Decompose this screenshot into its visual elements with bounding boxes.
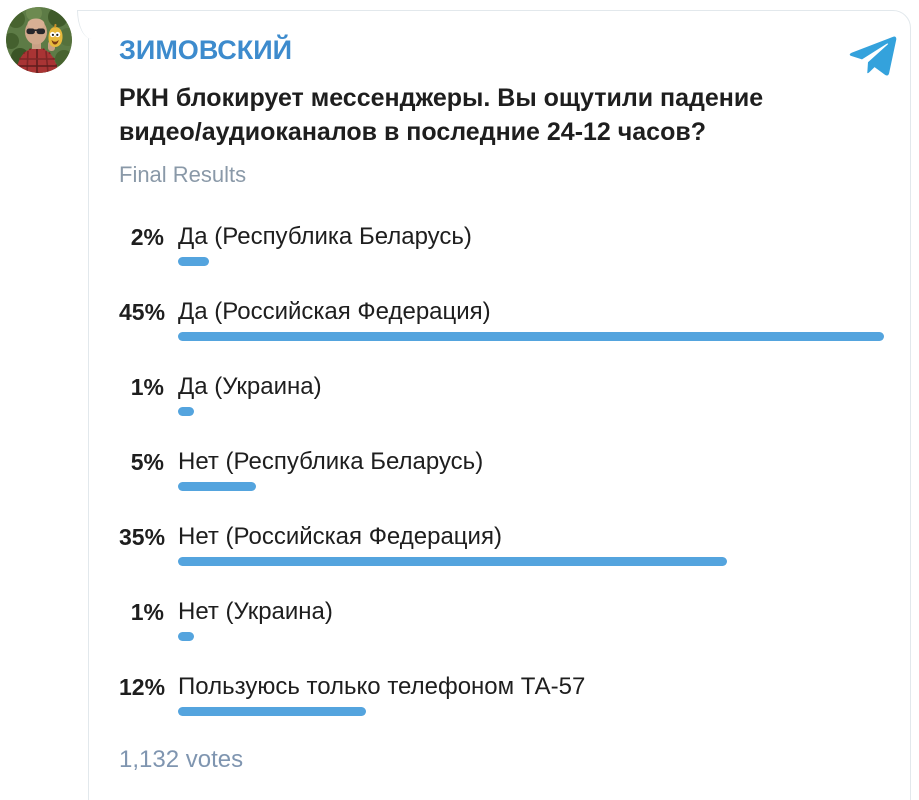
- option-percent: 35%: [119, 524, 166, 550]
- channel-avatar[interactable]: [6, 7, 72, 73]
- poll-options: 2% Да (Республика Беларусь) 45% Да (Росс…: [119, 221, 884, 716]
- telegram-paper-plane-icon[interactable]: [842, 25, 904, 87]
- option-result-bar: [178, 407, 194, 416]
- poll-option-row: 5% Нет (Республика Беларусь): [119, 446, 880, 491]
- channel-name[interactable]: ЗИМОВСКИЙ: [119, 35, 293, 65]
- poll-option-row: 45% Да (Российская Федерация): [119, 296, 884, 341]
- option-percent: 5%: [130, 449, 164, 475]
- option-result-bar: [178, 332, 884, 341]
- option-result-bar: [178, 482, 257, 491]
- option-percent: 2%: [130, 224, 164, 250]
- option-main: Да (Республика Беларусь): [178, 221, 472, 266]
- message-bubble: ЗИМОВСКИЙ РКН блокирует мессенджеры. Вы …: [76, 9, 911, 800]
- option-main: Да (Украина): [178, 371, 322, 416]
- option-label: Нет (Российская Федерация): [178, 523, 502, 550]
- option-main: Да (Российская Федерация): [178, 296, 884, 341]
- option-main: Пользуюсь только телефоном ТА-57: [178, 671, 585, 716]
- poll-option-row: 35% Нет (Российская Федерация): [119, 521, 880, 566]
- option-label: Нет (Украина): [178, 598, 333, 625]
- poll-option-row: 12% Пользуюсь только телефоном ТА-57: [119, 671, 880, 716]
- option-main: Нет (Республика Беларусь): [178, 446, 483, 491]
- option-label: Да (Украина): [178, 373, 322, 400]
- option-label: Да (Российская Федерация): [178, 298, 491, 325]
- option-percent: 1%: [130, 374, 164, 400]
- poll-option-row: 2% Да (Республика Беларусь): [119, 221, 880, 266]
- option-percent: 1%: [130, 599, 164, 625]
- option-percent: 45%: [119, 299, 166, 325]
- poll-option-row: 1% Да (Украина): [119, 371, 880, 416]
- option-result-bar: [178, 257, 210, 266]
- poll-status-label: Final Results: [119, 162, 247, 187]
- poll-question: РКН блокирует мессенджеры. Вы ощутили па…: [119, 84, 764, 146]
- poll-votes-count: 1,132 votes: [119, 746, 244, 773]
- option-label: Да (Республика Беларусь): [178, 223, 472, 250]
- option-label: Пользуюсь только телефоном ТА-57: [178, 673, 586, 700]
- option-main: Нет (Украина): [178, 596, 333, 641]
- option-result-bar: [178, 557, 728, 566]
- option-result-bar: [178, 632, 194, 641]
- option-percent: 12%: [119, 674, 166, 700]
- option-label: Нет (Республика Беларусь): [178, 448, 484, 475]
- option-main: Нет (Российская Федерация): [178, 521, 728, 566]
- avatar-photo-icon: [6, 7, 72, 73]
- poll-option-row: 1% Нет (Украина): [119, 596, 880, 641]
- option-result-bar: [178, 707, 367, 716]
